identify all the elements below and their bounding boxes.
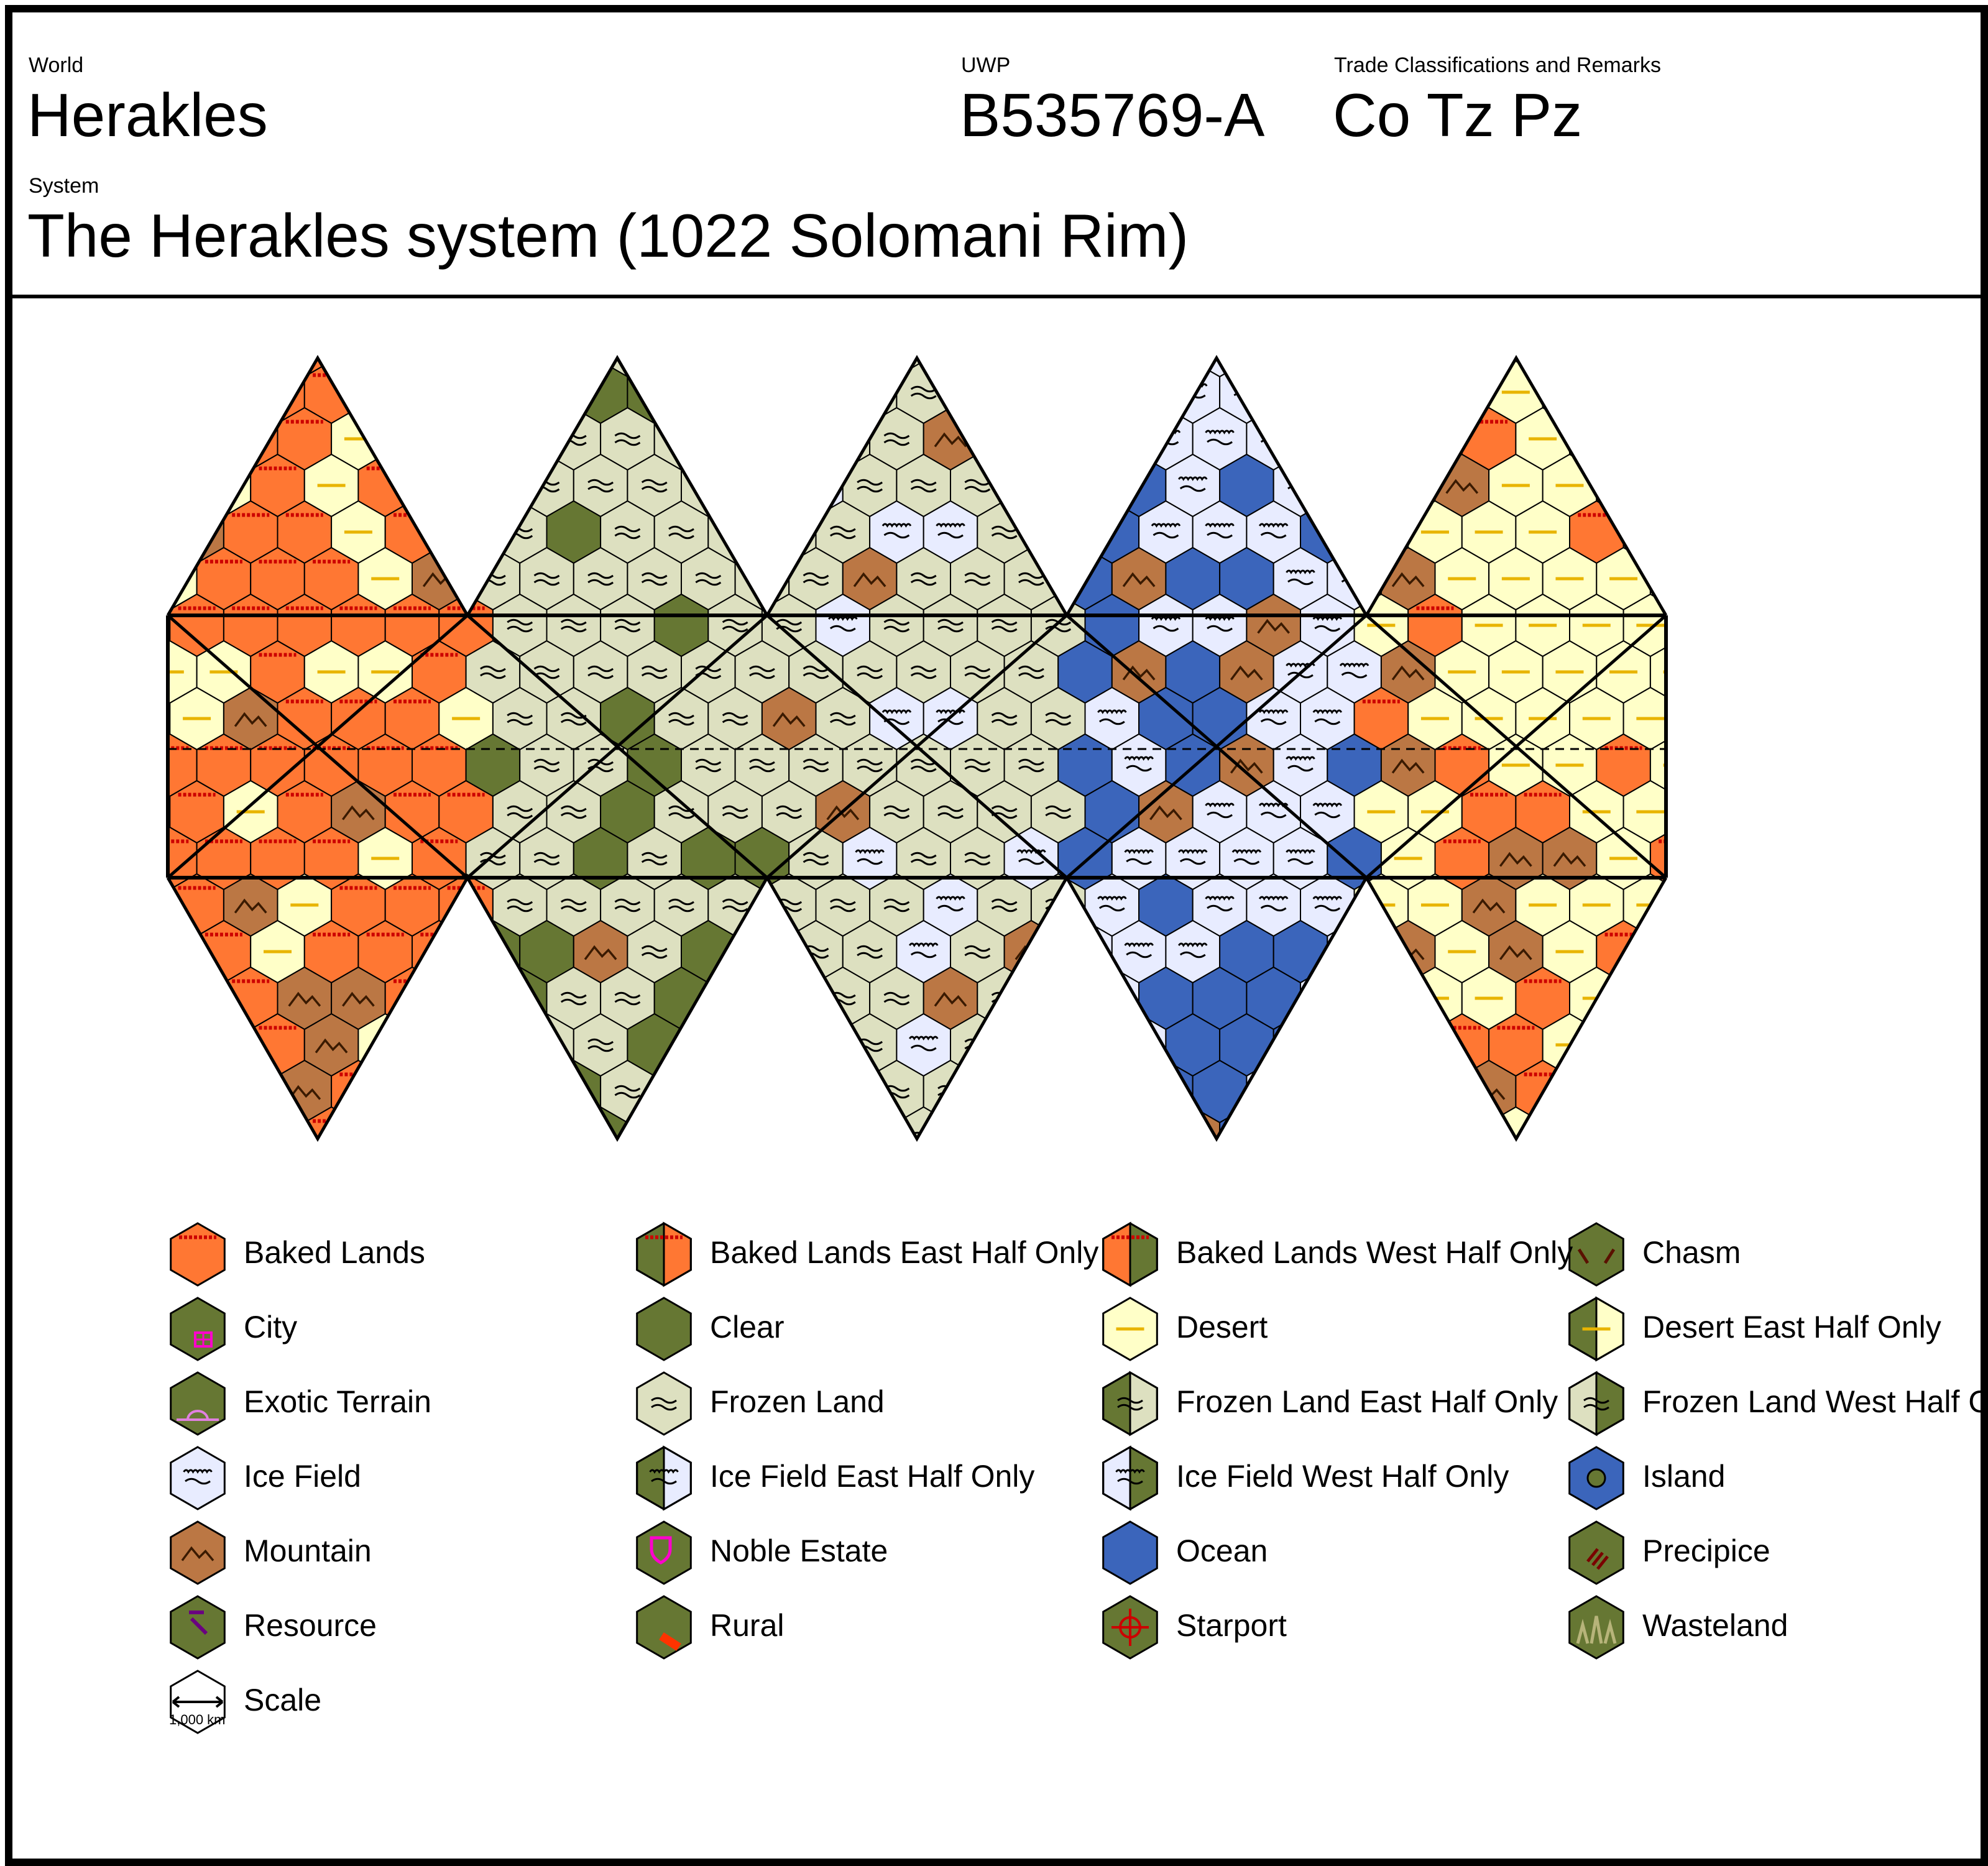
desert-east-icon (1568, 1296, 1624, 1362)
legend-label-mountain: Mountain (244, 1533, 372, 1568)
city-icon (170, 1297, 226, 1361)
header: World Herakles UWP B535769-A Trade Class… (12, 12, 1981, 298)
legend-label-rural: Rural (710, 1608, 785, 1643)
uwp-label: UWP (961, 53, 1011, 77)
scale-icon: 1,000 km (169, 1670, 226, 1734)
ocean-icon (1102, 1520, 1158, 1585)
map-hex (519, 826, 574, 891)
map-hex (627, 826, 682, 891)
ice-field-icon (170, 1446, 226, 1510)
legend-label-resource: Resource (244, 1608, 377, 1643)
desert-icon (1102, 1297, 1158, 1361)
legend-label-frozen-land: Frozen Land (710, 1384, 885, 1419)
ice-field-east-icon (636, 1445, 692, 1511)
legend-label-desert: Desert (1176, 1310, 1268, 1344)
legend-label-baked-lands: Baked Lands (244, 1235, 425, 1270)
legend-label-wasteland: Wasteland (1642, 1608, 1788, 1643)
legend-label-city: City (244, 1310, 298, 1344)
legend-label-baked-lands-east: Baked Lands East Half Only (710, 1235, 1099, 1270)
legend-label-frozen-land-east: Frozen Land East Half Only (1176, 1384, 1558, 1419)
map-face-outline (466, 355, 769, 1142)
frozen-land-east-icon (1102, 1371, 1158, 1436)
legend-label-baked-lands-west: Baked Lands West Half Only (1176, 1235, 1573, 1270)
world-label: World (29, 53, 84, 77)
baked-lands-icon (170, 1222, 226, 1287)
system-label: System (29, 174, 99, 198)
system-value: The Herakles system (1022 Solomani Rim) (27, 201, 1189, 270)
noble-estate-icon (636, 1520, 692, 1585)
trade-label: Trade Classifications and Remarks (1334, 53, 1661, 77)
trade-value: Co Tz Pz (1333, 81, 1583, 149)
exotic-terrain-icon (170, 1371, 226, 1436)
wasteland-icon (1568, 1595, 1624, 1660)
rural-icon (636, 1595, 692, 1660)
legend-label-chasm: Chasm (1642, 1235, 1741, 1270)
map-face-outline (765, 355, 1069, 1142)
legend-label-exotic-terrain: Exotic Terrain (244, 1384, 431, 1419)
legend-label-precipice: Precipice (1642, 1533, 1770, 1568)
legend-label-frozen-land-west: Frozen Land West Half Only (1642, 1384, 1988, 1419)
legend-label-scale: Scale (244, 1683, 322, 1717)
precipice-icon (1568, 1520, 1624, 1585)
baked-lands-west-icon (1102, 1221, 1158, 1287)
map-hex (1622, 686, 1666, 751)
map-face-outline (1065, 355, 1368, 1142)
map-hex (1649, 640, 1666, 704)
map-grid-lines (166, 355, 1668, 1142)
legend-label-noble-estate: Noble Estate (710, 1533, 888, 1568)
map-face-outline (166, 355, 469, 1142)
map-band-lines (166, 614, 1668, 880)
legend-label-clear: Clear (710, 1310, 785, 1344)
legend-label-desert-east: Desert East Half Only (1642, 1310, 1941, 1344)
world-name: Herakles (27, 81, 268, 149)
legend-label-ocean: Ocean (1176, 1533, 1268, 1568)
scale-text: 1,000 km (169, 1712, 226, 1727)
mountain-icon (170, 1520, 226, 1585)
chasm-icon (1568, 1222, 1624, 1287)
starport-icon (1102, 1595, 1158, 1660)
legend-label-starport: Starport (1176, 1608, 1287, 1643)
baked-lands-east-icon (636, 1221, 692, 1287)
clear-icon (636, 1297, 692, 1361)
resource-icon (170, 1595, 226, 1660)
frozen-land-icon (636, 1371, 692, 1436)
map-hex (600, 966, 655, 1031)
frozen-land-west-icon (1568, 1371, 1624, 1436)
legend-label-ice-field-west: Ice Field West Half Only (1176, 1459, 1509, 1494)
uwp-value: B535769-A (960, 81, 1265, 149)
legend-label-ice-field-east: Ice Field East Half Only (710, 1459, 1035, 1494)
ice-field-west-icon (1102, 1445, 1158, 1511)
legend-label-ice-field: Ice Field (244, 1459, 361, 1494)
map-hex (1246, 500, 1301, 564)
map-face-outline (1364, 355, 1668, 1142)
island-icon (1568, 1446, 1624, 1510)
legend-label-island: Island (1642, 1459, 1726, 1494)
